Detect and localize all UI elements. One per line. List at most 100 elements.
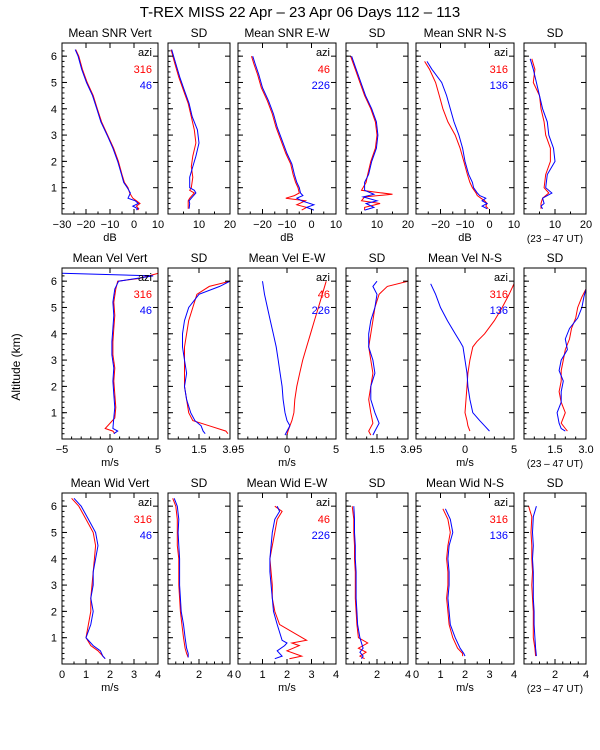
panel-2-0-series: [71, 497, 106, 660]
panel-1-1-series-46: [182, 280, 230, 435]
panel-2-5-series: [528, 506, 537, 657]
panel-2-0-xtick-label: 0: [59, 669, 65, 681]
panel-2-1: SD 2 4: [167, 476, 233, 681]
panel-2-0: Mean Wid Vert 0 1 2 3 4 1 2 3 4 5 6 m/s azi 316 46: [51, 476, 161, 694]
panel-2-2-xtick-label: 1: [259, 669, 265, 681]
panel-1-2-xtick-label: 5: [333, 444, 339, 456]
panel-0-4-xtick-label: −20: [431, 219, 450, 231]
panel-2-1-xtick-label: 2: [196, 669, 202, 681]
figure-title: T-REX MISS 22 Apr – 23 Apr 06 Days 112 –…: [140, 4, 460, 21]
panel-1-1-frame: [167, 267, 231, 440]
panel-1-2-legend-entry: 226: [312, 305, 330, 317]
panel-0-4-series-316: [424, 61, 489, 210]
panel-2-0-title: Mean Wid Vert: [71, 476, 150, 490]
panel-2-0-legend-entry: 316: [134, 514, 152, 526]
panel-1-4-legend-entry: 316: [490, 289, 508, 301]
panel-2-5-xtick-label: 4: [583, 669, 589, 681]
panel-1-2-xtick-label: 0: [284, 444, 290, 456]
panel-0-3-title: SD: [369, 26, 386, 40]
panel-0-0-title: Mean SNR Vert: [68, 26, 152, 40]
panel-2-4: Mean Wid N-S 0 1 2 3 4 m/s azi 316 136: [413, 476, 517, 694]
panel-2-0-xtick-label: 4: [155, 669, 161, 681]
panel-0-0-xtick-label: −10: [101, 219, 120, 231]
panel-0-0-xtick-label: −30: [53, 219, 72, 231]
panel-0-0-xtick-label: 0: [131, 219, 137, 231]
panel-1-0-ytick-label: 2: [51, 381, 57, 393]
panel-2-2-legend-entry: 226: [312, 530, 330, 542]
panel-0-4-series: [424, 61, 489, 210]
panel-2-2-legend-title: azi: [316, 497, 330, 509]
panel-1-1-title: SD: [191, 251, 208, 265]
panel-2-4-xtick-label: 3: [486, 669, 492, 681]
panel-2-2-series-226: [269, 505, 288, 660]
panel-2-1-series-46: [173, 498, 189, 658]
panel-0-3-xtick-label: 20: [402, 219, 414, 231]
panel-2-1-xtick-label: 4: [227, 669, 233, 681]
panel-0-4-xtick-label: −10: [456, 219, 475, 231]
panel-0-0-series-316: [75, 49, 141, 211]
panel-0-2-legend-title: azi: [316, 47, 330, 59]
panel-2-1-series: [172, 498, 189, 658]
panel-2-0-ytick-label: 1: [51, 633, 57, 645]
panel-0-0-xtick-label: 10: [152, 219, 164, 231]
panel-1-0-xlabel: m/s: [101, 457, 119, 469]
panel-1-2-legend-entry: 46: [318, 289, 330, 301]
panel-2-4-xtick-label: 2: [462, 669, 468, 681]
panel-1-0-ytick-label: 6: [51, 276, 57, 288]
panel-2-3-xtick-label: 2: [374, 669, 380, 681]
panel-1-2-series-226: [262, 281, 291, 436]
panel-2-0-ytick-label: 2: [51, 606, 57, 618]
panel-1-0-ytick-label: 4: [51, 329, 57, 341]
panel-2-2: Mean Wid E-W 0 1 2 3 4 m/s azi 46 226: [235, 476, 339, 694]
panel-1-2-xlabel: m/s: [278, 457, 296, 469]
panel-2-0-ytick-label: 5: [51, 527, 57, 539]
panel-1-4-title: Mean Vel N-S: [428, 251, 502, 265]
panel-2-0-legend-title: azi: [138, 497, 152, 509]
panel-0-5: SD 10 20: [523, 26, 592, 231]
panel-1-5-xtick-label: 1.5: [547, 444, 562, 456]
panel-0-1: SD 10 20: [167, 26, 236, 231]
panel-0-4-series-136: [426, 61, 489, 210]
panel-2-2-legend-entry: 46: [318, 514, 330, 526]
panel-2-2-xtick-label: 0: [235, 669, 241, 681]
panel-1-0-legend-title: azi: [138, 272, 152, 284]
panel-0-1-series-316: [170, 49, 197, 209]
panel-0-0-xlabel: dB: [103, 232, 116, 244]
panel-1-3-xtick-label: 3.0: [400, 444, 415, 456]
panel-2-1-title: SD: [191, 476, 208, 490]
panel-0-0-legend-entry: 316: [134, 64, 152, 76]
panel-2-2-xlabel: m/s: [278, 682, 296, 694]
panel-1-0-ytick-label: 3: [51, 355, 57, 367]
panel-2-2-series-46: [269, 505, 309, 660]
panel-2-4-xtick-label: 4: [511, 669, 517, 681]
panel-2-3-title: SD: [369, 476, 386, 490]
panel-2-5-series-136: [531, 506, 537, 657]
panel-1-3-title: SD: [369, 251, 386, 265]
panel-0-2-xtick-label: 10: [330, 219, 342, 231]
panel-2-3-series-46: [351, 506, 369, 660]
row-note-2: (23 – 47 UT): [527, 684, 583, 695]
panel-1-5: SD 1.5 3.0: [523, 251, 594, 456]
panel-1-5-frame: [523, 267, 587, 440]
panel-0-4-legend-entry: 316: [490, 64, 508, 76]
panel-0-2-series-226: [252, 56, 316, 211]
panel-1-4-xtick-label: 5: [511, 444, 517, 456]
panel-0-0-ytick-label: 1: [51, 183, 57, 195]
panel-1-0-xtick-label: 0: [107, 444, 113, 456]
panel-2-2-xtick-label: 4: [333, 669, 339, 681]
panel-1-3-series-226: [368, 280, 380, 436]
panel-2-3-series-226: [353, 506, 364, 659]
row-note-1: (23 – 47 UT): [527, 459, 583, 470]
panel-0-0-legend-entry: 46: [140, 80, 152, 92]
panel-1-2-series-46: [286, 281, 327, 436]
panel-1-1-xtick-label: 3.0: [222, 444, 237, 456]
panel-0-4: Mean SNR N-S −20 −10 0 10 dB azi 316 136: [415, 26, 520, 244]
panel-2-0-series-316: [71, 497, 106, 660]
panel-1-4-series-136: [430, 283, 490, 432]
panel-0-5-series: [529, 58, 556, 209]
panel-2-0-legend-entry: 46: [140, 530, 152, 542]
panel-0-4-xtick-label: 0: [486, 219, 492, 231]
panel-1-3-series: [368, 280, 408, 436]
panel-1-1-xtick-label: 1.5: [191, 444, 206, 456]
